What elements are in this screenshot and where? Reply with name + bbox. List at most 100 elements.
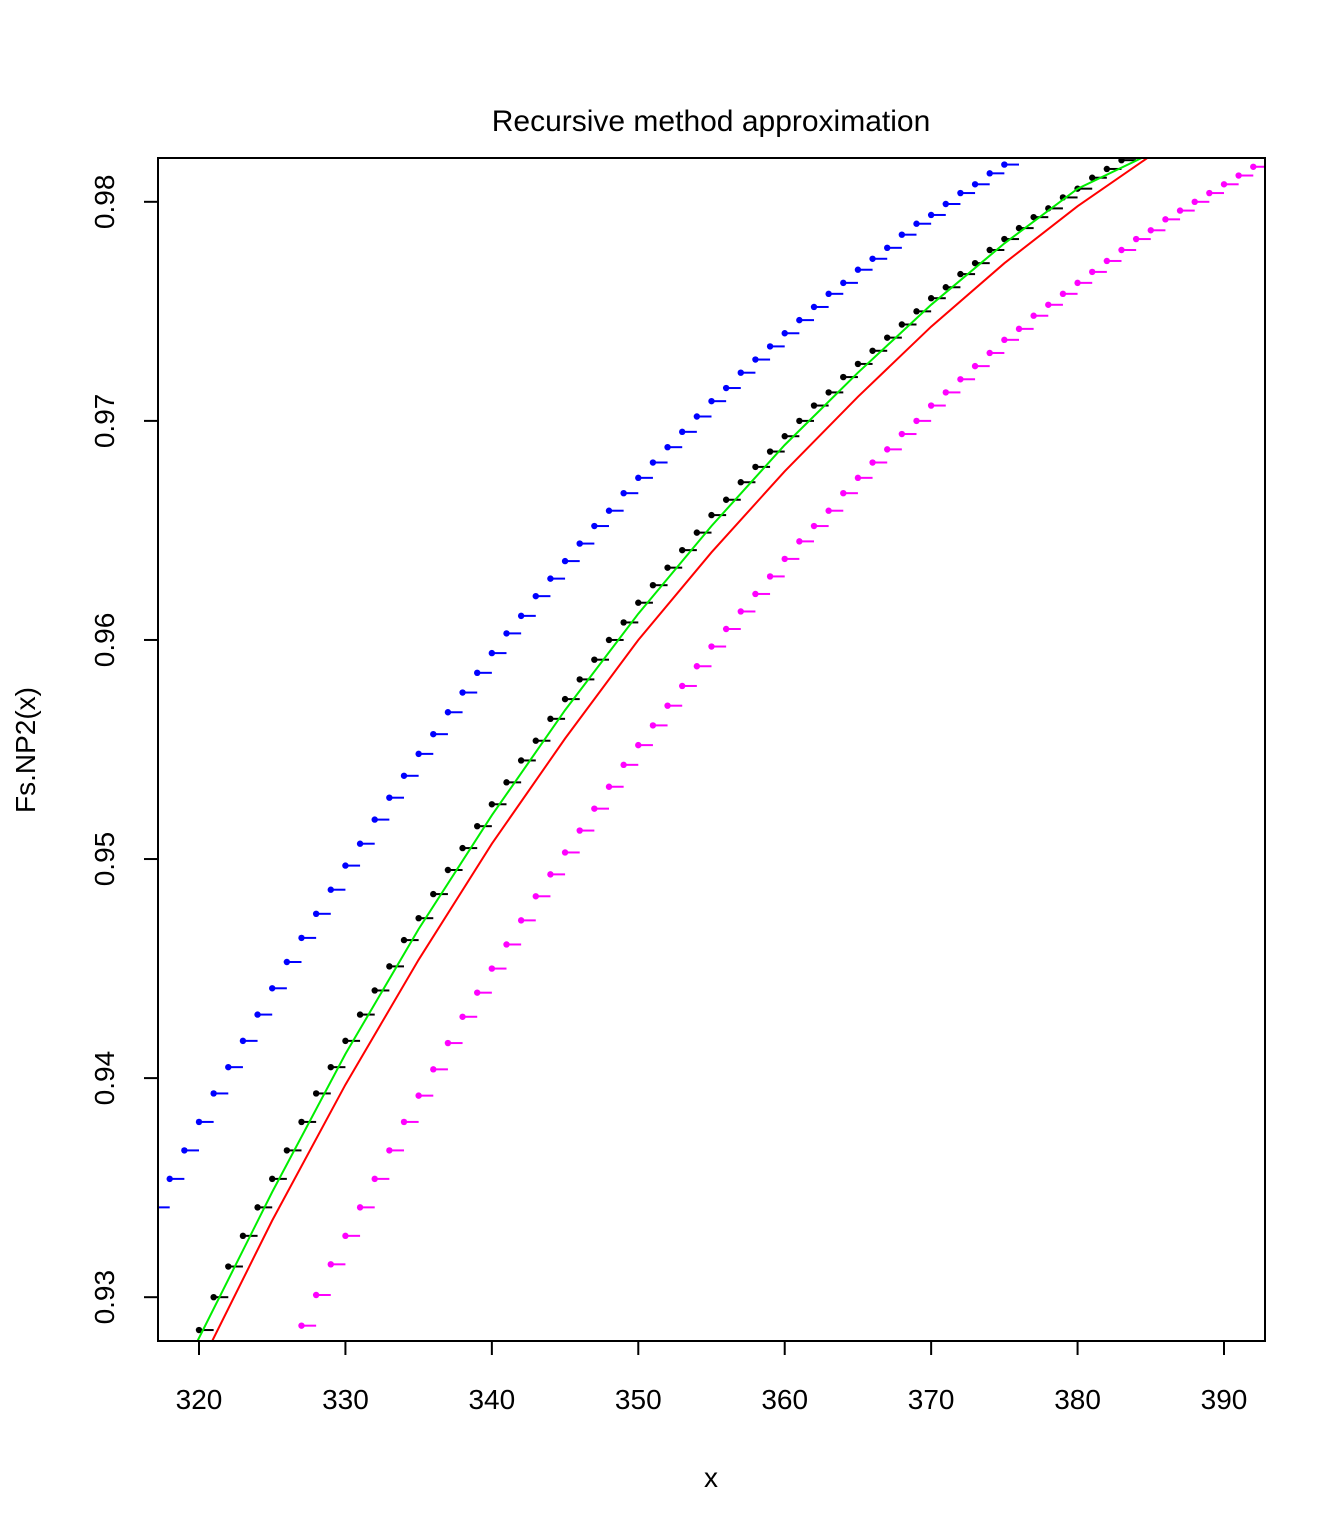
step-point <box>1015 325 1023 333</box>
step-point <box>1089 174 1096 181</box>
step-point <box>664 702 671 709</box>
step-point <box>942 284 949 291</box>
y-tick-label: 0.94 <box>89 1051 120 1106</box>
step-point <box>1191 198 1198 206</box>
step-point <box>312 910 320 918</box>
step-point <box>576 540 583 547</box>
step-point <box>327 1063 334 1071</box>
series-line-3 <box>196 158 1144 1341</box>
step-point <box>239 1232 247 1240</box>
y-tick-label: 0.97 <box>89 394 120 449</box>
step-point <box>356 1011 364 1018</box>
step-point <box>1147 227 1154 234</box>
x-axis: 320 330 340 350 360 370 380 390 <box>176 1340 1248 1415</box>
step-point <box>620 489 627 497</box>
step-point <box>781 330 788 337</box>
curve-line <box>196 158 1144 1341</box>
step-point <box>722 496 730 503</box>
series-line-4 <box>211 158 1150 1341</box>
step-point <box>664 443 671 451</box>
step-point <box>400 936 408 944</box>
step-point <box>166 1175 173 1183</box>
series-step-2 <box>298 158 1265 1329</box>
step-point <box>561 695 569 703</box>
step-point <box>620 761 627 769</box>
x-tick-label: 390 <box>1201 1384 1248 1415</box>
step-point <box>957 270 964 278</box>
step-point <box>239 1037 247 1045</box>
step-point <box>605 783 613 790</box>
step-point <box>635 474 642 482</box>
step-point <box>1074 279 1081 287</box>
x-tick-label: 340 <box>468 1384 515 1415</box>
step-point <box>474 989 481 996</box>
step-point <box>517 757 525 764</box>
step-point <box>884 446 891 453</box>
step-point <box>635 599 642 606</box>
step-point <box>898 231 906 238</box>
step-point <box>825 290 832 298</box>
step-point <box>1045 301 1052 308</box>
step-point <box>781 433 788 440</box>
step-point <box>225 1063 232 1071</box>
step-point <box>269 985 276 992</box>
step-point <box>1001 161 1008 168</box>
y-tick-label: 0.96 <box>89 613 120 668</box>
step-point <box>1132 235 1140 243</box>
step-point <box>986 246 993 254</box>
step-point <box>737 608 744 615</box>
step-point <box>488 649 496 657</box>
step-point <box>386 963 393 970</box>
x-tick-label: 330 <box>322 1384 369 1415</box>
step-point <box>840 489 847 497</box>
step-point <box>796 538 803 545</box>
step-point <box>356 1204 364 1211</box>
step-point <box>503 779 510 786</box>
x-tick-label: 380 <box>1054 1384 1101 1415</box>
step-point <box>474 669 481 677</box>
step-point <box>225 1263 232 1270</box>
step-point <box>708 397 715 405</box>
step-point <box>1220 181 1228 188</box>
step-point <box>810 522 818 530</box>
step-point <box>547 715 554 723</box>
step-point <box>312 1090 320 1097</box>
step-point <box>283 958 291 966</box>
step-point <box>415 750 422 758</box>
step-point <box>825 507 832 514</box>
step-point <box>517 917 525 924</box>
x-tick-label: 370 <box>908 1384 955 1415</box>
step-point <box>971 181 979 188</box>
step-point <box>1001 235 1008 243</box>
step-point <box>400 772 408 779</box>
series-step-1 <box>195 158 1137 1334</box>
curve-line <box>211 158 1150 1341</box>
step-point <box>854 360 862 368</box>
step-point <box>810 402 818 409</box>
step-point <box>854 266 862 273</box>
step-point <box>708 511 715 519</box>
step-point <box>503 630 510 637</box>
step-point <box>1089 268 1096 276</box>
step-point <box>327 886 334 893</box>
step-point <box>371 816 378 823</box>
y-tick-label: 0.98 <box>89 175 120 230</box>
step-point <box>1235 172 1242 179</box>
step-point <box>1206 189 1213 197</box>
step-point <box>1030 312 1037 319</box>
step-point <box>415 914 422 922</box>
step-point <box>210 1293 217 1301</box>
step-point <box>1176 207 1184 214</box>
step-point <box>649 581 657 589</box>
step-point <box>298 934 305 942</box>
step-point <box>957 189 964 197</box>
step-point <box>386 794 393 801</box>
step-point <box>927 211 935 219</box>
step-point <box>312 1291 320 1299</box>
step-point <box>254 1011 261 1018</box>
step-point <box>591 522 598 530</box>
step-point <box>298 1322 305 1329</box>
step-point <box>1118 158 1125 164</box>
step-point <box>371 987 378 994</box>
step-point <box>459 1013 466 1020</box>
